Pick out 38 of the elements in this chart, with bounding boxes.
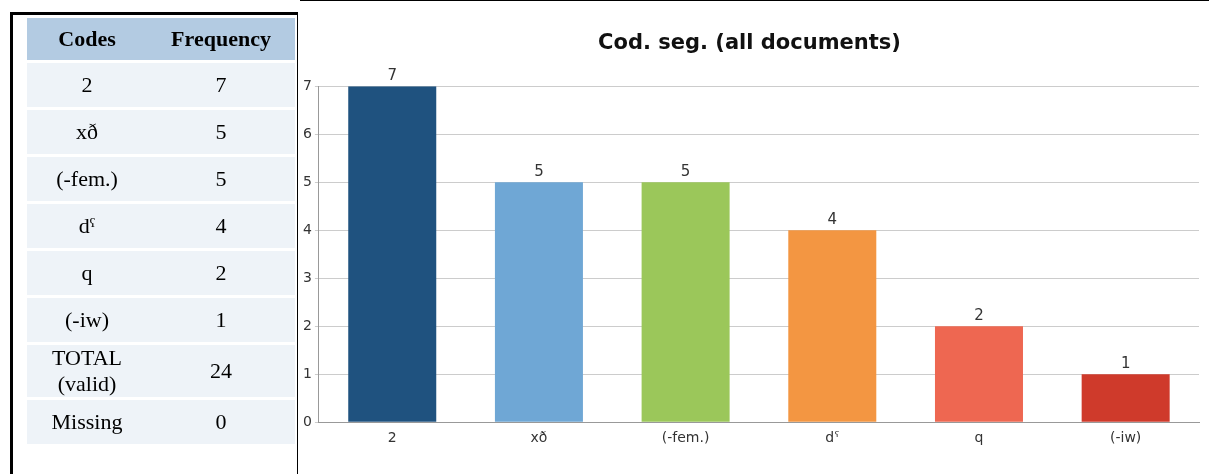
text: dˤ	[27, 204, 147, 248]
x-tick-label: 2	[387, 429, 397, 446]
text: Codes	[27, 18, 147, 60]
y-tick-label: 2	[302, 316, 312, 333]
bar	[934, 326, 1023, 422]
text: (-iw)	[27, 298, 147, 342]
data-label: 2	[974, 305, 984, 324]
text: Frequency	[147, 18, 295, 60]
bar	[494, 182, 583, 422]
data-label: 7	[387, 65, 398, 84]
chart-title: Cod. seg. (all documents)	[598, 30, 901, 55]
x-tick-label: q	[974, 429, 984, 446]
text: TOTAL (valid)	[27, 345, 147, 397]
text: xð	[27, 110, 147, 154]
y-tick-label: 7	[302, 76, 312, 93]
bar	[641, 182, 730, 422]
y-tick-label: 0	[302, 412, 312, 429]
x-tick-label: dˤ	[825, 429, 840, 446]
text: 2	[27, 63, 147, 107]
x-tick-label: xð	[530, 429, 548, 446]
bar	[788, 230, 877, 422]
text: q	[27, 251, 147, 295]
data-label: 5	[534, 161, 544, 180]
y-tick-label: 4	[302, 220, 312, 237]
bar	[348, 86, 437, 422]
data-label: 1	[1120, 353, 1131, 372]
data-label: 4	[827, 209, 838, 228]
text: 24	[147, 345, 295, 397]
data-label: 5	[680, 161, 691, 180]
y-tick-label: 5	[302, 172, 312, 189]
text: (-fem.)	[27, 157, 147, 201]
text: Missing	[27, 400, 147, 444]
y-tick-label: 3	[302, 268, 312, 285]
y-tick-label: 6	[302, 124, 312, 141]
x-tick-label: (-iw)	[1109, 429, 1142, 446]
y-tick-label: 1	[302, 364, 312, 381]
bar	[1081, 374, 1170, 422]
x-tick-label: (-fem.)	[661, 429, 710, 446]
